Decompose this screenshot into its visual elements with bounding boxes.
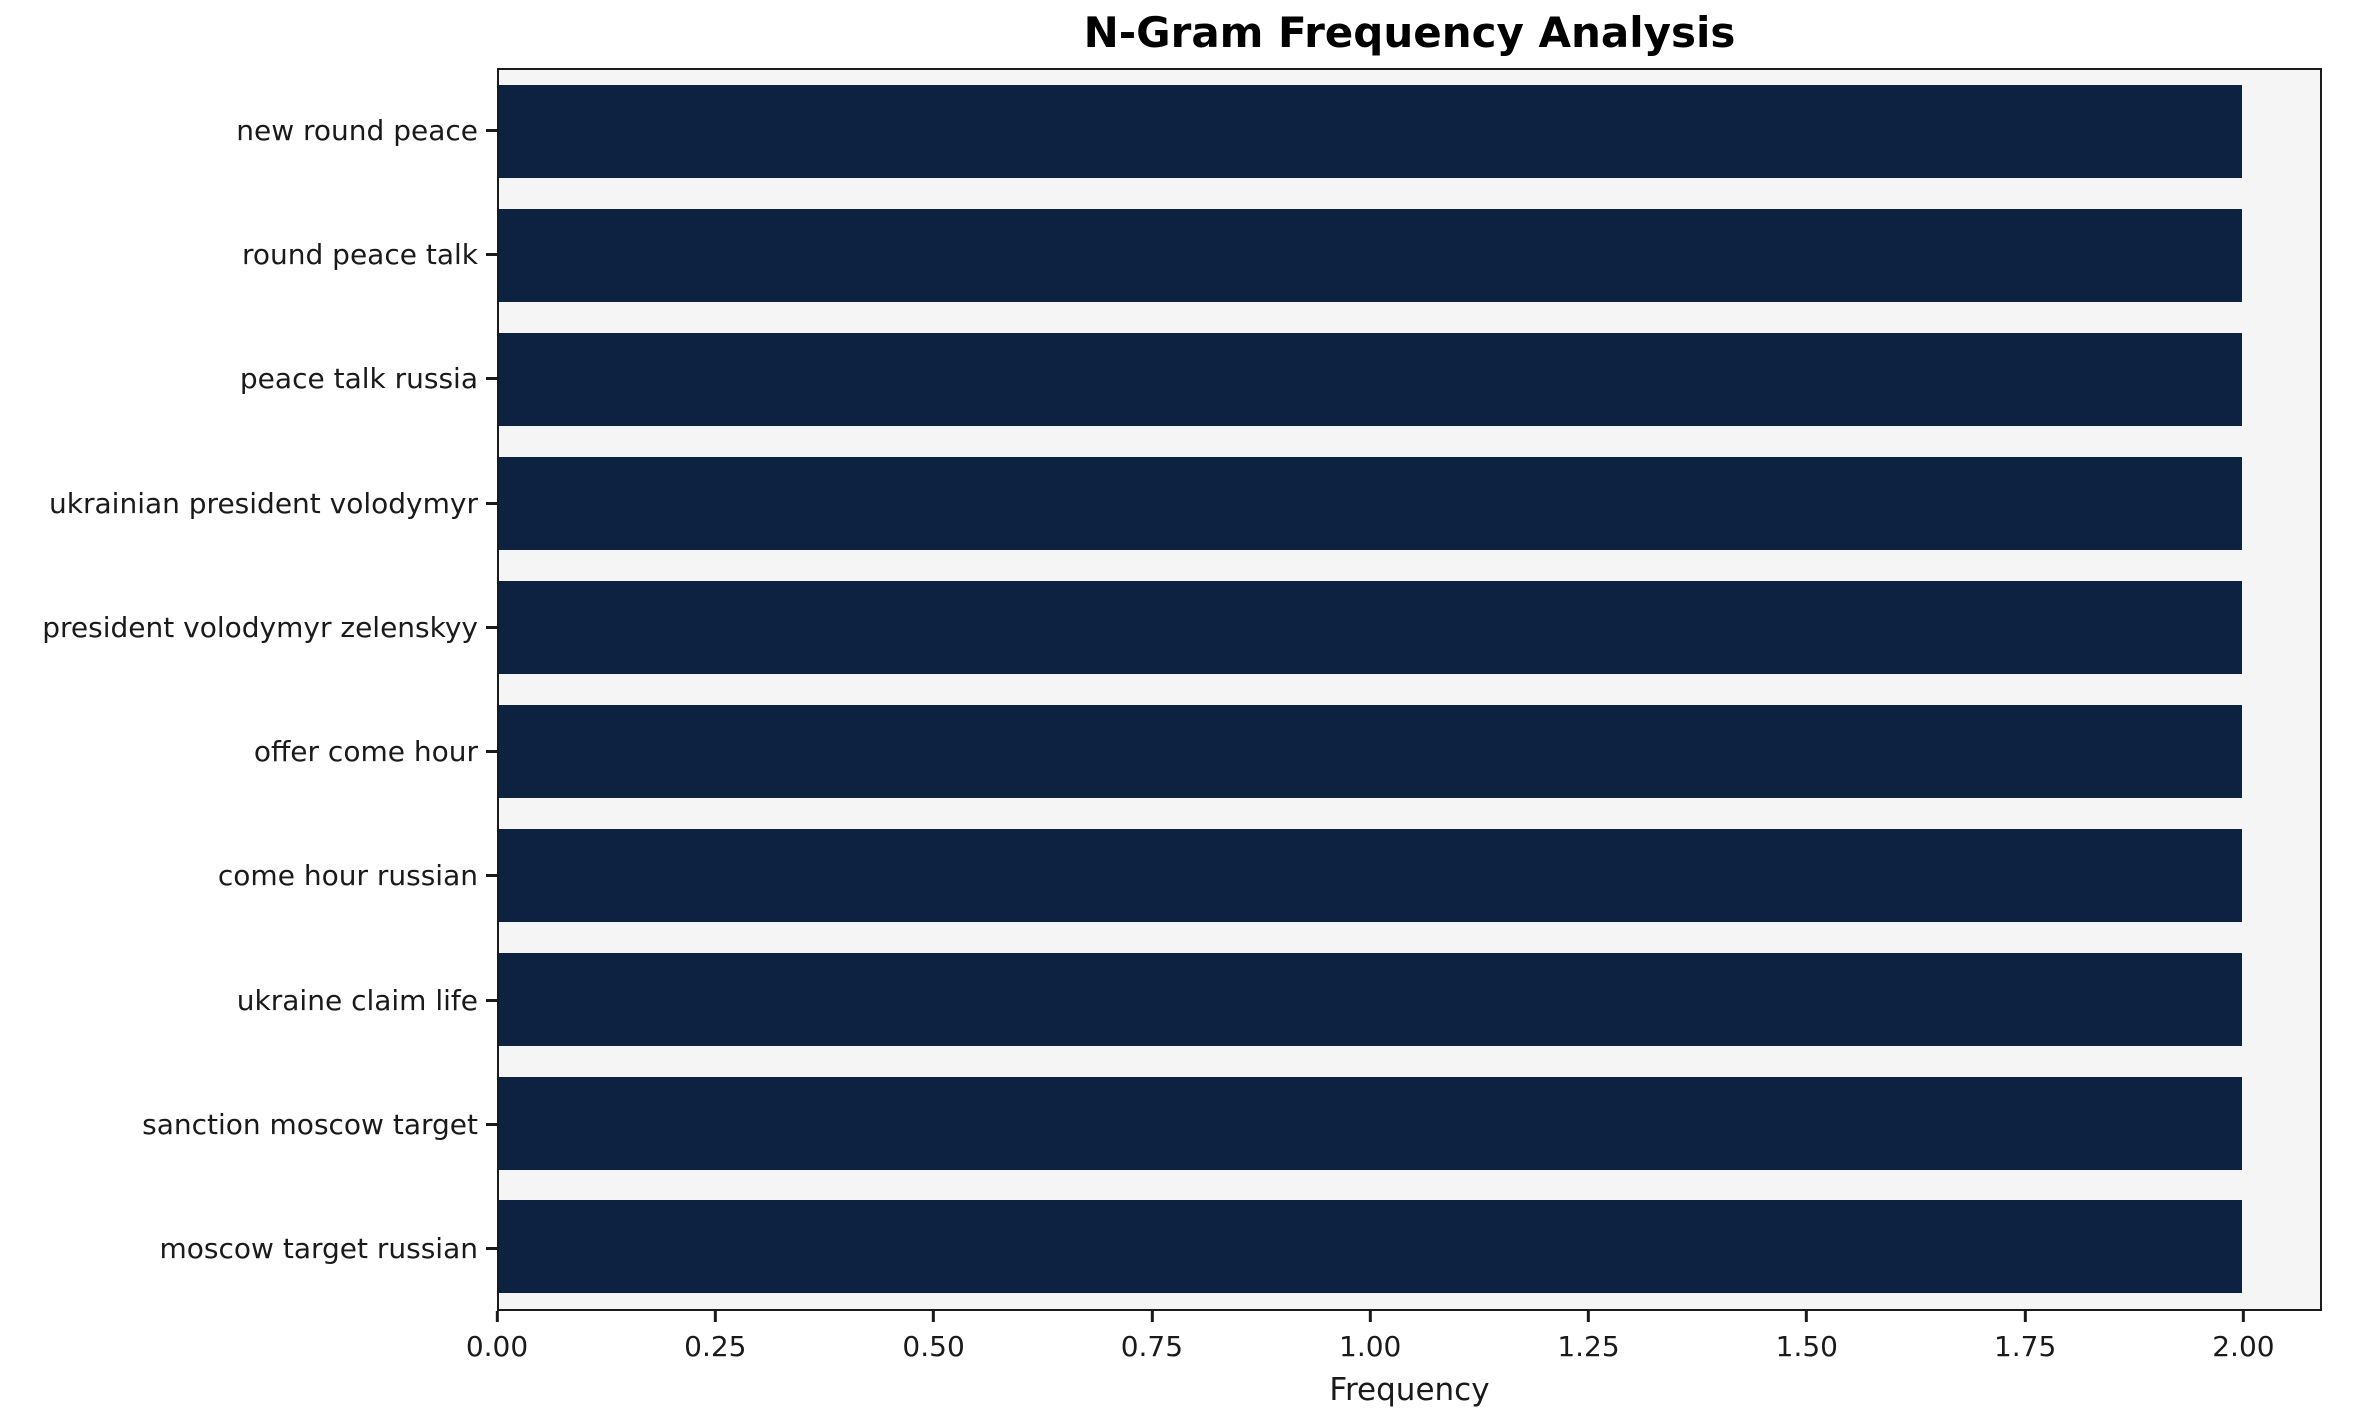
bar-come-hour-russian	[499, 828, 2242, 922]
x-tick-mark	[932, 1311, 936, 1322]
x-tick-mark	[1368, 1311, 1372, 1322]
y-tick-mark	[486, 750, 497, 754]
x-tick-mark	[2241, 1311, 2245, 1322]
x-tick-mark	[2023, 1311, 2027, 1322]
y-tick-label: ukrainian president volodymyr	[49, 486, 478, 520]
chart-title: N-Gram Frequency Analysis	[1083, 8, 1736, 57]
y-tick-row: offer come hour	[0, 705, 497, 798]
x-tick-label: 2.00	[2212, 1330, 2275, 1363]
bar-president-volodymyr-zelenskyy	[499, 581, 2242, 674]
y-tick-mark	[486, 501, 497, 505]
y-tick-row: ukraine claim life	[0, 954, 497, 1047]
bar-moscow-target-russian	[499, 1200, 2242, 1294]
bar-ukraine-claim-life	[499, 952, 2242, 1046]
y-tick-label: offer come hour	[253, 735, 478, 769]
y-tick-mark	[486, 1247, 497, 1251]
y-tick-row: sanction moscow target	[0, 1078, 497, 1171]
x-tick: 0.50	[902, 1311, 965, 1363]
y-tick-row: peace talk russia	[0, 332, 497, 425]
x-tick-label: 1.75	[1993, 1330, 2057, 1363]
x-tick: 1.00	[1339, 1311, 1401, 1363]
bar-ukrainian-president-volodymyr	[499, 457, 2242, 551]
bar-round-peace-talk	[499, 209, 2242, 303]
x-tick: 0.25	[684, 1311, 746, 1363]
x-tick: 1.25	[1557, 1311, 1620, 1363]
x-tick-label: 0.50	[902, 1330, 965, 1363]
x-tick-mark	[1805, 1311, 1809, 1322]
y-tick-mark	[486, 128, 497, 132]
y-tick-label: ukraine claim life	[236, 983, 478, 1017]
y-tick-row: come hour russian	[0, 829, 497, 922]
y-tick-mark	[486, 377, 497, 381]
x-tick-mark	[1150, 1311, 1154, 1322]
bar-peace-talk-russia	[499, 333, 2242, 427]
x-tick: 0.75	[1121, 1311, 1183, 1363]
x-tick-label: 1.00	[1339, 1330, 1402, 1363]
y-tick-mark	[486, 625, 497, 629]
y-tick-label: president volodymyr zelenskyy	[42, 610, 478, 644]
x-axis-label: Frequency	[1329, 1372, 1490, 1408]
y-tick-row: president volodymyr zelenskyy	[0, 581, 497, 674]
y-tick-mark	[486, 998, 497, 1002]
y-tick-label: sanction moscow target	[142, 1108, 478, 1142]
x-tick: 1.50	[1776, 1311, 1838, 1363]
y-tick-label: peace talk russia	[239, 362, 478, 396]
y-tick-label: new round peace	[236, 113, 478, 147]
y-tick-mark	[486, 874, 497, 878]
x-axis-ticks: 0.00 0.25 0.50 0.75 1.00 1.25 1.50 1.75 2.00	[466, 1311, 2322, 1371]
x-tick-mark	[713, 1311, 717, 1322]
y-axis-labels: new round peace round peace talk peace tal…	[0, 68, 497, 1311]
bar-offer-come-hour	[499, 704, 2242, 798]
x-tick-label: 0.25	[684, 1330, 747, 1363]
y-tick-row: ukrainian president volodymyr	[0, 457, 497, 550]
y-tick-row: round peace talk	[0, 208, 497, 301]
y-tick-row: moscow target russian	[0, 1202, 497, 1295]
x-tick-label: 0.00	[465, 1330, 529, 1363]
x-tick-mark	[1587, 1311, 1590, 1322]
x-tick: 2.00	[2212, 1311, 2275, 1363]
y-tick-mark	[486, 252, 497, 256]
x-tick: 1.75	[1994, 1311, 2056, 1363]
x-tick: 0.00	[466, 1311, 528, 1363]
y-tick-row: new round peace	[0, 84, 497, 177]
plot-area	[497, 68, 2322, 1311]
x-tick-label: 1.25	[1557, 1330, 1620, 1363]
y-tick-label: round peace talk	[241, 237, 478, 271]
y-tick-label: moscow target russian	[159, 1232, 478, 1266]
x-tick-mark	[495, 1311, 499, 1322]
x-tick-label: 1.50	[1775, 1330, 1838, 1363]
y-tick-mark	[486, 1123, 497, 1127]
x-tick-label: 0.75	[1120, 1330, 1184, 1363]
bar-new-round-peace	[499, 85, 2242, 179]
bar-sanction-moscow-target	[499, 1076, 2242, 1170]
y-tick-label: come hour russian	[217, 859, 478, 893]
